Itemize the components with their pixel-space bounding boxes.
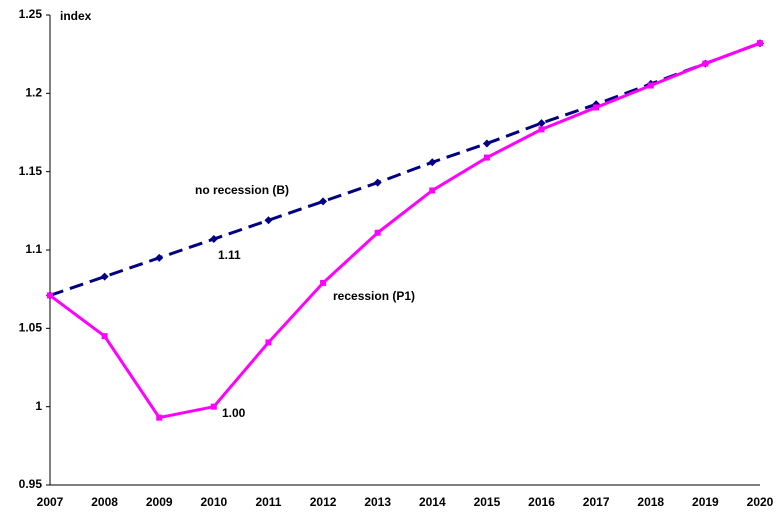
y-tick-label: 1.05 [19, 321, 43, 335]
marker [100, 272, 109, 281]
marker [155, 253, 164, 262]
y-tick-label: 0.95 [19, 477, 43, 491]
marker [593, 104, 600, 111]
x-tick-label: 2020 [747, 495, 774, 509]
marker [429, 187, 436, 194]
marker [319, 197, 328, 206]
y-tick-label: 1 [35, 399, 42, 413]
x-tick-label: 2013 [364, 495, 391, 509]
marker [47, 292, 53, 299]
marker [428, 158, 437, 167]
marker [483, 154, 490, 161]
y-tick-label: 1.25 [19, 7, 43, 21]
x-tick-label: 2009 [146, 495, 173, 509]
marker [101, 333, 108, 340]
series-label: no recession (B) [195, 183, 289, 197]
y-tick-label: 1.2 [25, 86, 42, 100]
marker [320, 279, 327, 286]
x-tick-label: 2018 [637, 495, 664, 509]
marker [209, 235, 218, 244]
y-tick-label: 1.15 [19, 164, 43, 178]
marker [374, 229, 381, 236]
marker [702, 60, 709, 67]
x-tick-label: 2019 [692, 495, 719, 509]
x-tick-label: 2015 [474, 495, 501, 509]
x-tick-label: 2007 [37, 495, 64, 509]
x-tick-label: 2010 [200, 495, 227, 509]
x-tick-label: 2016 [528, 495, 555, 509]
annotation: 1.00 [222, 406, 246, 420]
series-line [49, 41, 761, 420]
marker [482, 139, 491, 148]
series-label: recession (P1) [333, 289, 415, 303]
marker [264, 216, 273, 225]
y-tick-label: 1.1 [25, 242, 42, 256]
annotation: 1.11 [218, 248, 241, 262]
marker [210, 403, 217, 410]
y-axis-label: index [60, 9, 92, 23]
marker [373, 178, 382, 187]
x-tick-label: 2017 [583, 495, 610, 509]
marker [757, 40, 763, 47]
x-tick-label: 2011 [255, 495, 281, 509]
marker [538, 126, 545, 133]
x-tick-label: 2008 [91, 495, 118, 509]
marker [537, 119, 546, 128]
marker [156, 414, 163, 421]
x-tick-label: 2012 [310, 495, 337, 509]
marker [265, 339, 272, 346]
x-tick-label: 2014 [419, 495, 446, 509]
marker [647, 82, 654, 89]
